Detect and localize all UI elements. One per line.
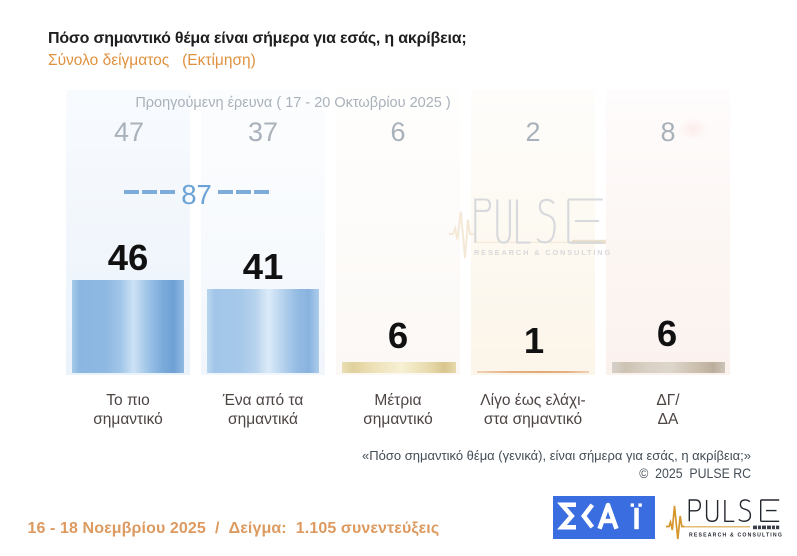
svg-text:RESEARCH & CONSULTING: RESEARCH & CONSULTING	[689, 532, 783, 538]
svg-text:RESEARCH & CONSULTING: RESEARCH & CONSULTING	[474, 248, 612, 257]
